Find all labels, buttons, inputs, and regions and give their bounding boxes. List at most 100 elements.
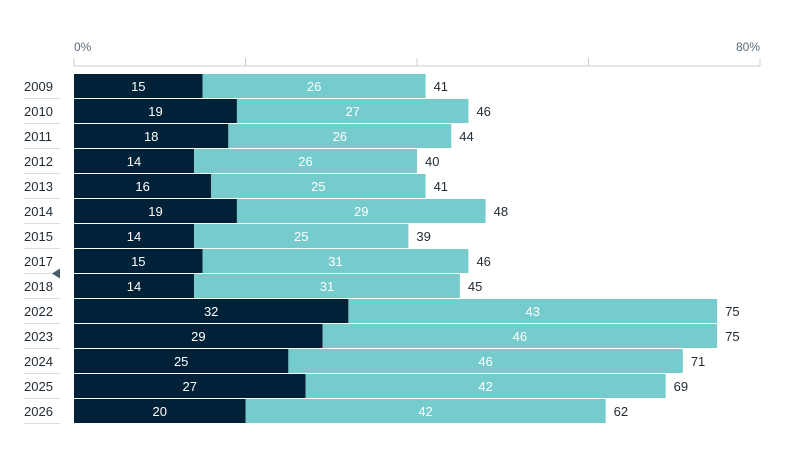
segment-value-label: 26 [333, 129, 347, 144]
total-value-label: 75 [725, 304, 739, 319]
bar-row: 2018 14 31 45 [24, 274, 482, 299]
category-label: 2022 [24, 304, 53, 319]
bar-segment [305, 374, 666, 398]
bar-row: 2012 14 26 40 [24, 149, 439, 174]
total-value-label: 39 [416, 229, 430, 244]
bar-row: 2013 16 25 41 [24, 174, 448, 199]
total-value-label: 62 [614, 404, 628, 419]
segment-value-label: 20 [153, 404, 167, 419]
segment-value-label: 29 [354, 204, 368, 219]
segment-value-label: 14 [127, 229, 141, 244]
total-value-label: 40 [425, 154, 439, 169]
total-value-label: 45 [468, 279, 482, 294]
category-label: 2013 [24, 179, 53, 194]
segment-value-label: 25 [311, 179, 325, 194]
bar-segment [74, 174, 212, 198]
bar-segment [74, 399, 246, 423]
category-label: 2017 [24, 254, 53, 269]
total-value-label: 41 [434, 179, 448, 194]
bar-segment [211, 174, 426, 198]
bar-segment [348, 299, 718, 323]
bar-segment [194, 224, 409, 248]
bar-row: 2011 18 26 44 [24, 124, 474, 149]
bar-row: 2010 19 27 46 [24, 99, 491, 124]
bar-row: 2023 29 46 75 [24, 324, 740, 349]
segment-value-label: 25 [174, 354, 188, 369]
category-label: 2011 [24, 129, 52, 144]
bar-segment [74, 224, 195, 248]
bar-row: 2025 27 42 69 [24, 374, 688, 399]
category-label: 2009 [24, 79, 53, 94]
bar-row: 2009 15 26 41 [24, 74, 448, 99]
segment-value-label: 19 [148, 204, 162, 219]
category-label: 2026 [24, 404, 53, 419]
total-value-label: 41 [434, 79, 448, 94]
bar-segment [74, 124, 229, 148]
category-label: 2015 [24, 229, 53, 244]
bar-segment [228, 124, 452, 148]
bar-segment [202, 249, 469, 273]
segment-value-label: 46 [513, 329, 527, 344]
bar-segment [74, 99, 237, 123]
bar-segment [194, 274, 460, 298]
x-tick-label: 0% [74, 40, 92, 54]
segment-value-label: 43 [526, 304, 540, 319]
segment-value-label: 16 [135, 179, 149, 194]
category-label: 2024 [24, 354, 53, 369]
bar-segment [74, 324, 323, 348]
segment-value-label: 32 [204, 304, 218, 319]
category-label: 2010 [24, 104, 53, 119]
bar-segment [288, 349, 683, 373]
segment-value-label: 26 [307, 79, 321, 94]
bar-segment [74, 349, 289, 373]
segment-value-label: 18 [144, 129, 158, 144]
bar-row: 2026 20 42 62 [24, 399, 628, 424]
bar-segment [74, 249, 203, 273]
segment-value-label: 15 [131, 254, 145, 269]
segment-value-label: 25 [294, 229, 308, 244]
total-value-label: 69 [674, 379, 688, 394]
total-value-label: 44 [459, 129, 473, 144]
total-value-label: 75 [725, 329, 739, 344]
bar-segment [194, 149, 417, 173]
category-label: 2025 [24, 379, 53, 394]
bar-row: 2014 19 29 48 [24, 199, 508, 224]
segment-value-label: 14 [127, 154, 141, 169]
segment-value-label: 27 [345, 104, 359, 119]
segment-value-label: 31 [328, 254, 342, 269]
bar-segment [74, 299, 349, 323]
bar-rows: 2009 15 26 41 2010 19 27 46 2011 18 26 44 2012 14 26 40… [24, 74, 740, 424]
bar-segment [74, 149, 195, 173]
segment-value-label: 29 [191, 329, 205, 344]
segment-value-label: 42 [478, 379, 492, 394]
bar-row: 2015 14 25 39 [24, 224, 431, 249]
segment-value-label: 19 [148, 104, 162, 119]
segment-value-label: 26 [298, 154, 312, 169]
total-value-label: 46 [476, 104, 490, 119]
bar-row: 2022 32 43 75 [24, 299, 740, 324]
highlight-marker-icon [52, 268, 60, 279]
segment-value-label: 15 [131, 79, 145, 94]
segment-value-label: 27 [183, 379, 197, 394]
bar-row: 2017 15 31 46 [24, 249, 491, 274]
bar-segment [236, 199, 486, 223]
bar-segment [245, 399, 606, 423]
category-label: 2014 [24, 204, 53, 219]
category-label: 2018 [24, 279, 53, 294]
bar-segment [74, 374, 306, 398]
total-value-label: 46 [476, 254, 490, 269]
total-value-label: 48 [494, 204, 508, 219]
bar-segment [74, 199, 237, 223]
segment-value-label: 31 [320, 279, 334, 294]
bar-segment [74, 274, 195, 298]
bar-segment [236, 99, 469, 123]
bar-segment [202, 74, 426, 98]
segment-value-label: 42 [418, 404, 432, 419]
x-axis: 0% 80% [73, 40, 761, 67]
total-value-label: 71 [691, 354, 705, 369]
bar-row: 2024 25 46 71 [24, 349, 705, 374]
x-tick-label: 80% [736, 40, 760, 54]
bar-segment [74, 74, 203, 98]
segment-value-label: 46 [478, 354, 492, 369]
